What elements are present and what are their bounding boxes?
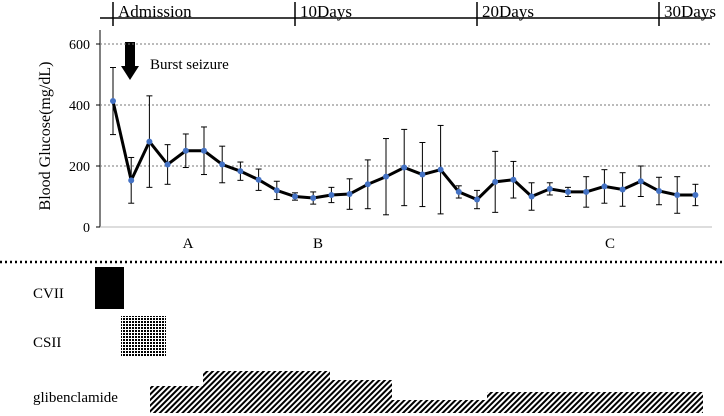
data-point [164,161,171,168]
data-point [601,183,608,190]
data-point [292,193,298,200]
data-point [237,168,244,175]
data-point [255,176,262,183]
annotation: C [605,236,615,252]
y-tick-label: 0 [83,221,90,236]
cvii-period [95,267,124,309]
seizure-arrow [121,42,139,80]
glibenclamide-period [150,371,703,413]
data-point [692,191,699,198]
data-point [583,188,590,195]
data-point [219,161,226,168]
data-point [346,191,353,198]
data-point [328,191,335,198]
data-point [546,185,553,192]
y-axis-label: Blood Glucose(mg/dL) [37,62,54,211]
data-point [419,171,426,178]
x-tick-label: 10Days [300,2,352,21]
data-point [637,178,644,185]
y-tick-label: 200 [69,160,90,175]
data-point [492,178,499,185]
data-point [364,181,371,188]
treatment-label: CSII [33,335,61,351]
data-point [201,147,207,154]
treatment-label: CVII [33,286,64,302]
x-tick-label: 20Days [482,2,534,21]
data-point [146,138,153,145]
y-tick-label: 600 [69,38,90,53]
data-point [182,147,189,154]
csii-period [121,316,166,356]
data-point [110,98,116,105]
data-point [510,176,517,183]
data-point [674,191,681,198]
data-point [565,188,571,195]
data-point [455,188,462,195]
data-point [437,166,444,173]
annotation: A [183,236,194,252]
y-tick-label: 400 [69,99,90,114]
data-point [656,188,662,195]
x-tick-label: Admission [118,2,192,21]
annotation: B [313,236,323,252]
data-point [401,164,408,171]
data-point [383,173,389,180]
data-point [619,186,626,193]
treatment-label: glibenclamide [33,390,118,406]
data-point [273,187,280,194]
data-point [310,195,317,202]
data-point [528,193,535,200]
data-point [128,177,135,184]
x-tick-label: 30Days [664,2,716,21]
annotation: Burst seizure [150,57,229,73]
data-point [474,196,480,203]
